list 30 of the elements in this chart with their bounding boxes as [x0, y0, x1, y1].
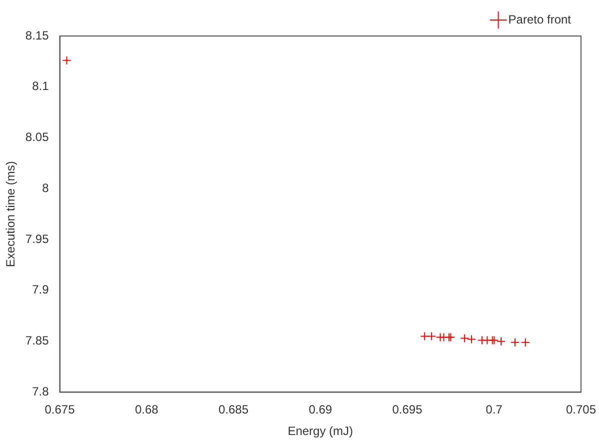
point	[446, 332, 456, 342]
point	[420, 332, 430, 341]
point	[496, 336, 506, 346]
x-tick-label: 0.695	[392, 402, 423, 417]
point	[460, 334, 470, 343]
x-axis-title: Energy (mJ)	[288, 424, 354, 438]
x-tick-label: 0.685	[218, 402, 249, 417]
y-tick-label: 8	[42, 180, 50, 195]
y-tick-label: 8.15	[25, 28, 50, 42]
y-tick-label: 7.85	[25, 334, 50, 348]
x-tick-label: 0.7	[486, 402, 503, 417]
y-tick-label: 7.95	[25, 232, 50, 246]
point	[467, 334, 476, 344]
point	[62, 56, 72, 65]
legend-label: Pareto front	[508, 12, 572, 26]
x-tick-label: 0.675	[44, 402, 76, 417]
point	[427, 332, 436, 341]
x-tick-label: 0.705	[566, 402, 596, 417]
y-axis-title: Execution time (ms)	[4, 161, 18, 268]
y-tick-label: 8.1	[32, 79, 50, 94]
x-tick-label: 0.68	[134, 402, 159, 417]
point	[490, 336, 499, 345]
y-tick-label: 7.9	[32, 282, 50, 297]
x-tick-label: 0.69	[308, 402, 332, 417]
point	[444, 332, 454, 342]
y-tick-label: 7.8	[32, 384, 50, 399]
point	[510, 338, 520, 347]
point	[488, 336, 497, 345]
point	[520, 338, 530, 347]
y-tick-label: 8.05	[25, 130, 50, 144]
